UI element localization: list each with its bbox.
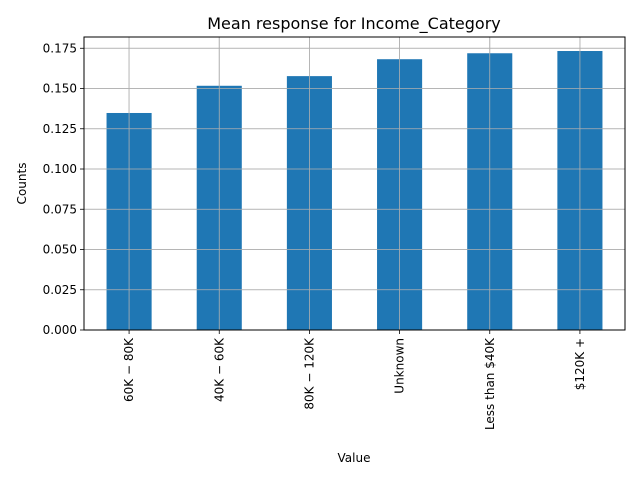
y-tick-label: 0.050 — [43, 243, 77, 257]
y-tick-label: 0.075 — [43, 202, 77, 216]
y-tick-label: 0.025 — [43, 283, 77, 297]
x-tick-label: Unknown — [393, 338, 407, 394]
chart-title: Mean response for Income_Category — [207, 14, 500, 34]
y-tick-label: 0.100 — [43, 162, 77, 176]
y-tick-label: 0.175 — [43, 41, 77, 55]
x-tick-label: Less than $40K — [483, 337, 497, 430]
x-axis-ticks: 60K − 80K 40K − 60K 80K − 120K Unknown Less … — [122, 330, 587, 430]
y-tick-label: 0.000 — [43, 323, 77, 337]
x-axis-label: Value — [338, 451, 371, 465]
x-tick-label: $120K + — [573, 338, 587, 390]
y-tick-label: 0.125 — [43, 122, 77, 136]
x-tick-label: 80K − 120K — [302, 337, 316, 410]
x-tick-label: 60K − 80K — [122, 337, 136, 402]
grid-overlay — [84, 37, 625, 331]
y-axis-label: Counts — [15, 163, 29, 205]
y-tick-label: 0.150 — [43, 82, 77, 96]
y-gridlines — [84, 47, 625, 331]
bars — [106, 51, 603, 331]
y-axis-ticks: 0.000 0.025 0.050 0.075 0.100 0.125 0.150 0.175 — [43, 41, 84, 337]
plot-frame — [83, 36, 626, 331]
x-tick-label: 40K − 60K — [212, 337, 226, 402]
